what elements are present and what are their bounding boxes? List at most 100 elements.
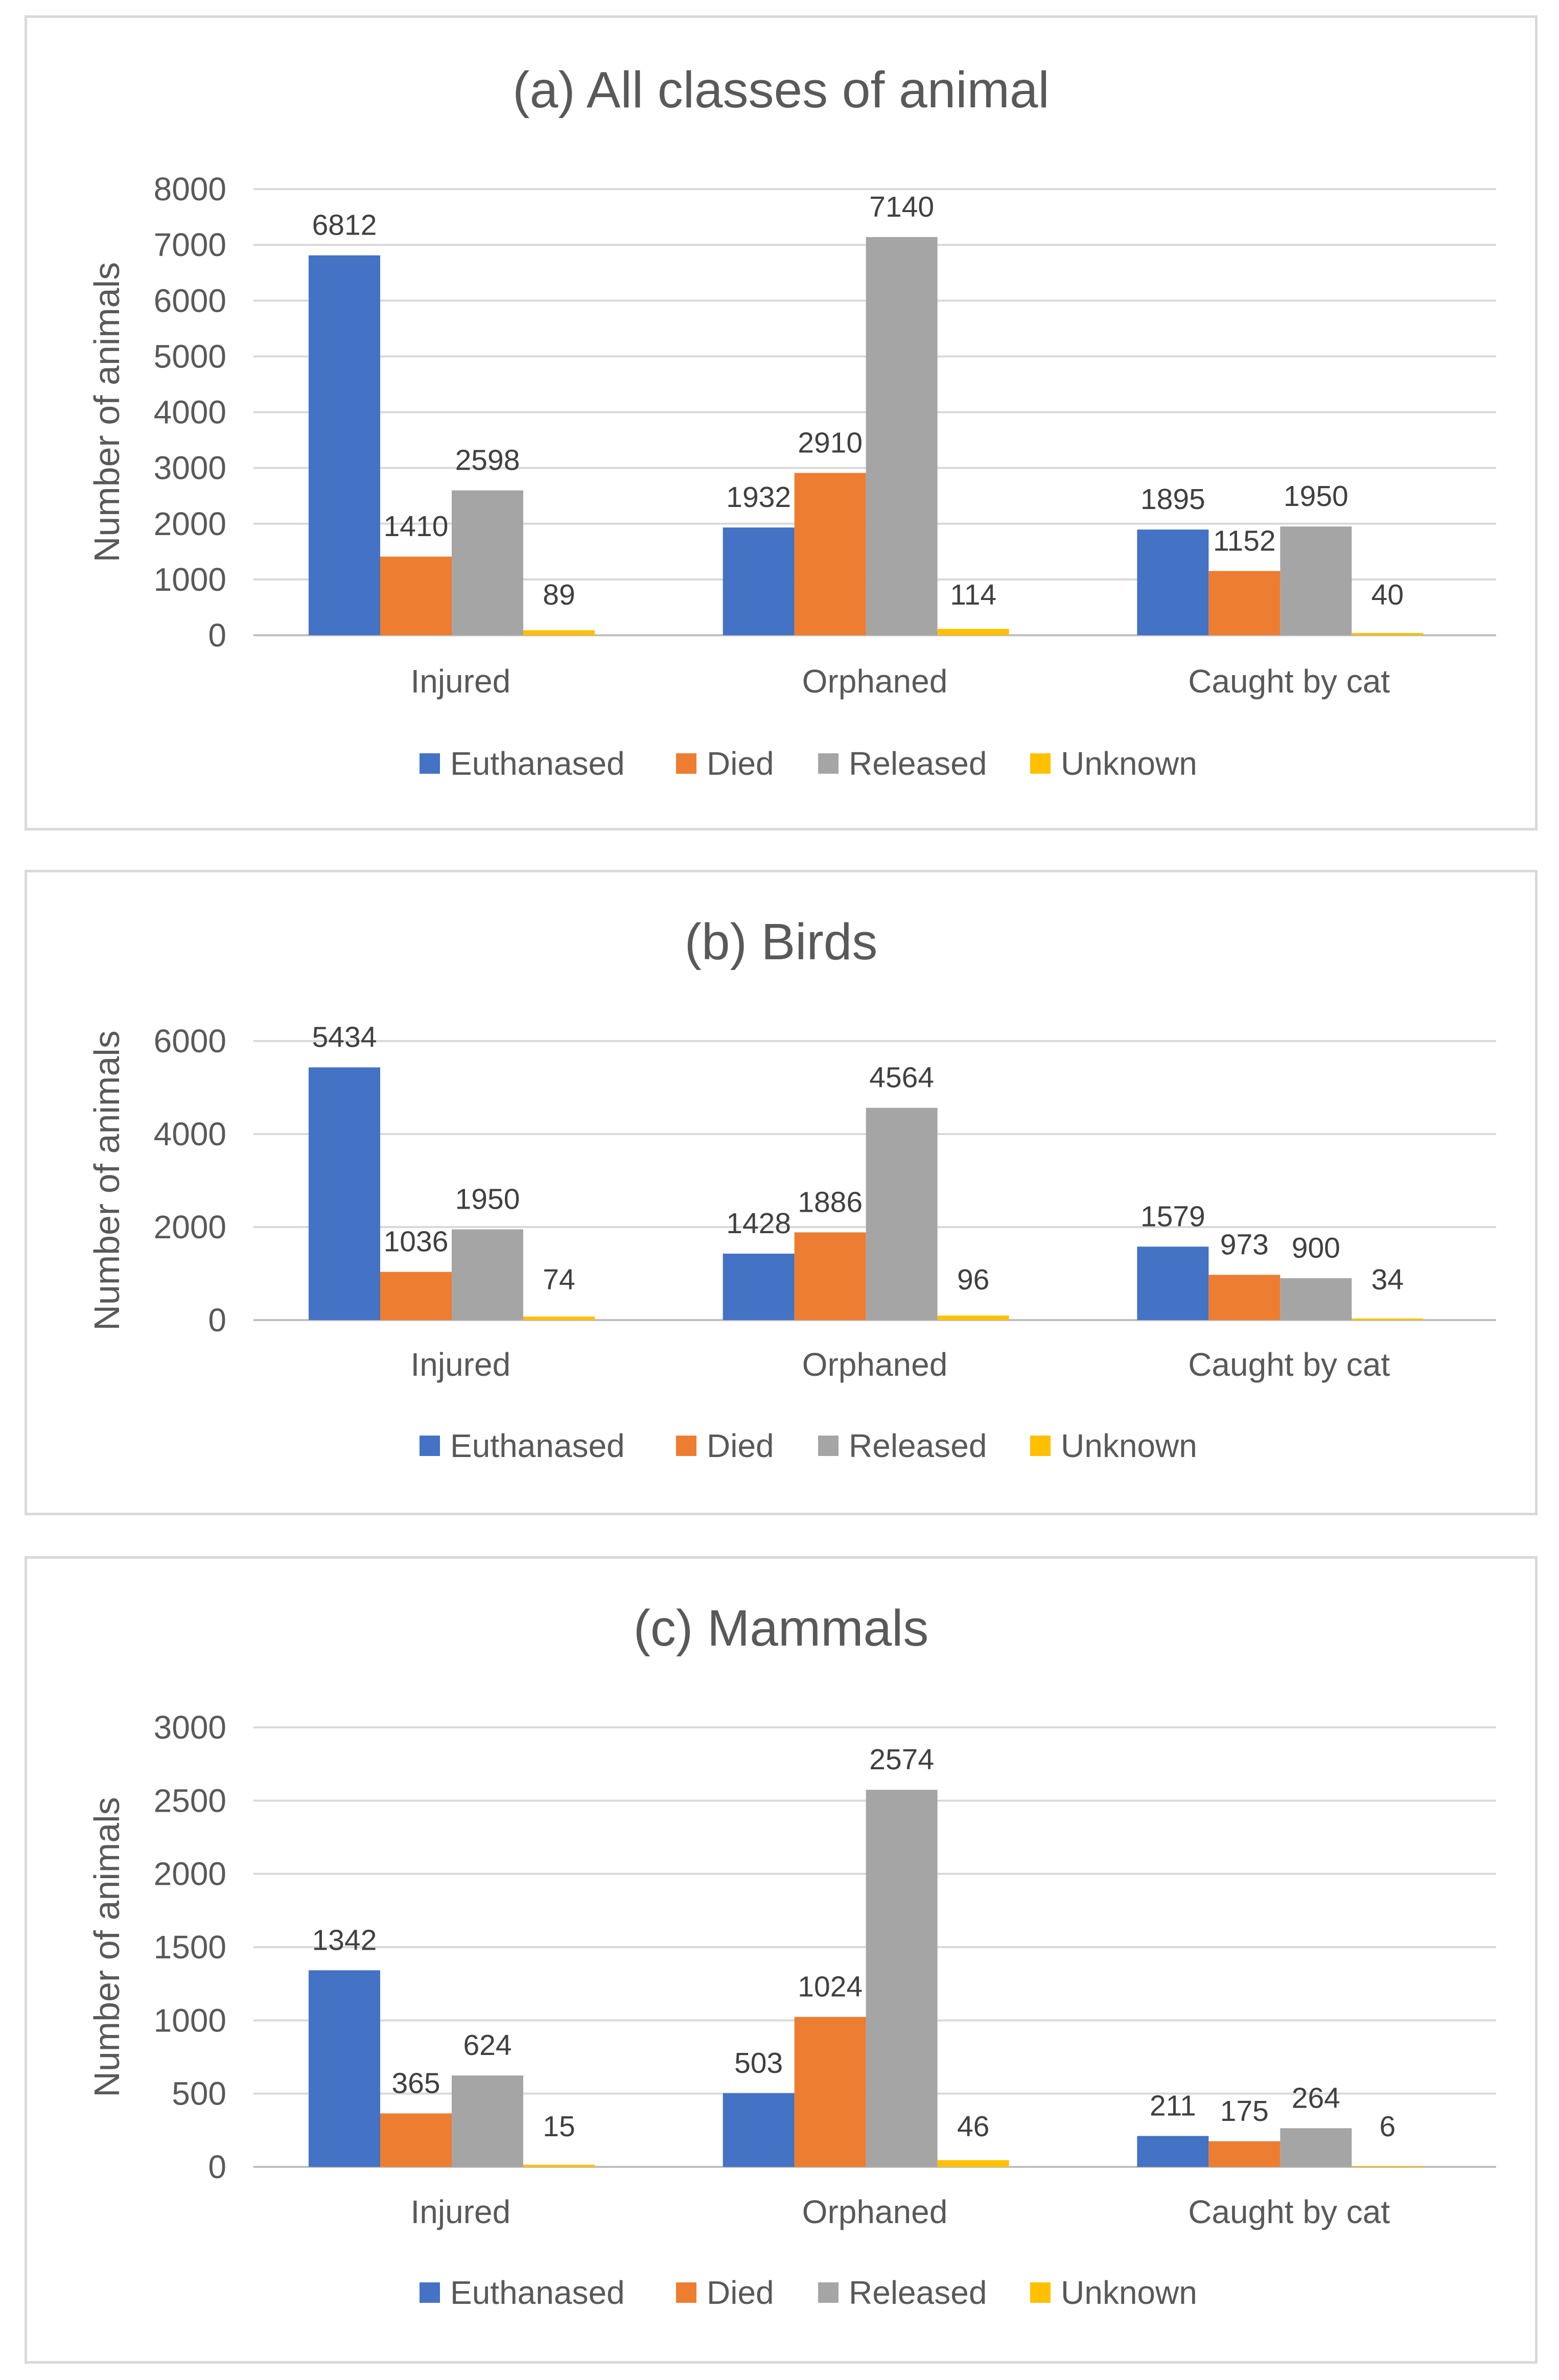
bar-released-injured [452,1229,523,1320]
y-tick-label: 7000 [154,226,226,263]
data-label: 2598 [455,444,520,476]
data-label: 4564 [869,1061,934,1094]
bar-euthanased-orphaned [723,2093,795,2167]
legend-swatch [676,2282,696,2303]
bar-unknown-injured [523,2164,595,2167]
bar-died-caught-by-cat [1208,571,1281,635]
y-tick-label: 1500 [154,1929,226,1966]
legend-label: Euthanased [450,1427,625,1464]
bar-euthanased-orphaned [723,527,795,635]
x-category-label: Injured [410,1346,510,1383]
data-label: 114 [950,579,996,611]
y-tick-label: 2000 [154,1856,226,1892]
y-tick-label: 1000 [154,561,226,598]
x-category-label: Injured [410,2193,510,2230]
bar-released-orphaned [866,237,938,635]
legend-label: Died [707,745,774,782]
data-label: 1579 [1141,1200,1205,1233]
data-label: 7140 [869,191,934,223]
bar-unknown-injured [523,1316,595,1320]
bar-unknown-caught-by-cat [1352,633,1424,635]
data-label: 175 [1220,2095,1269,2128]
legend-label: Unknown [1061,745,1197,782]
data-label: 40 [1371,579,1404,611]
y-tick-label: 8000 [154,171,226,207]
legend-label: Unknown [1061,1427,1197,1464]
legend-swatch [420,2282,440,2303]
data-label: 973 [1220,1228,1269,1261]
legend-label: Died [707,1427,774,1464]
chart-panel-birds: (b) Birds Number of animals 0 2000 4000 6000 5… [25,870,1538,1515]
y-tick-label: 3000 [154,1709,226,1746]
data-label: 96 [957,1263,989,1296]
data-label: 1950 [455,1183,520,1216]
data-label: 2574 [869,1743,934,1776]
bar-released-caught-by-cat [1280,2128,1352,2167]
y-axis-label: Number of animals [87,1797,127,2097]
data-label: 2910 [798,426,863,459]
bar-died-caught-by-cat [1208,1275,1281,1320]
bar-euthanased-injured [309,1067,380,1320]
legend-swatch [1030,753,1051,774]
bar-died-orphaned [794,2017,866,2167]
legend-label: Died [707,2274,774,2311]
chart-title: (c) Mammals [634,1600,929,1657]
data-label: 1932 [726,481,791,514]
legend-label: Released [849,2274,987,2311]
chart-svg: (a) All classes of animal Number of anima… [87,61,1496,782]
bar-euthanased-orphaned [723,1254,795,1320]
y-axis-label: Number of animals [87,262,127,562]
bar-unknown-orphaned [937,2160,1009,2167]
data-label: 15 [543,2110,575,2143]
data-label: 5434 [312,1021,377,1054]
data-label: 1950 [1284,480,1348,513]
data-label: 34 [1371,1263,1404,1296]
x-category-label: Caught by cat [1188,663,1390,700]
x-category-label: Orphaned [802,1346,948,1383]
data-label: 6 [1379,2110,1395,2143]
chart-title: (a) All classes of animal [513,61,1049,119]
bar-released-injured [452,2075,523,2167]
bar-released-orphaned [866,1790,938,2167]
y-tick-label: 6000 [154,282,226,319]
chart-svg: (b) Birds Number of animals 0 2000 4000 6000 5… [87,913,1496,1464]
data-label: 624 [463,2029,511,2062]
legend-swatch [420,1436,440,1456]
data-label: 1024 [798,1970,863,2003]
data-label: 1152 [1213,524,1276,557]
y-tick-label: 500 [172,2075,226,2112]
bar-died-caught-by-cat [1208,2141,1281,2167]
bar-euthanased-caught-by-cat [1137,1246,1209,1320]
bar-unknown-orphaned [937,1315,1009,1320]
data-label: 6812 [312,209,377,242]
bar-unknown-caught-by-cat [1352,1318,1424,1320]
chart-panel-mammals: (c) Mammals Number of animals 0 500 1000 1500… [25,1556,1538,2364]
data-label: 89 [543,579,575,611]
legend-label: Released [849,1427,987,1464]
x-category-label: Orphaned [802,2193,948,2230]
bar-unknown-orphaned [937,629,1009,635]
y-tick-label: 2000 [154,505,226,542]
y-tick-label: 3000 [154,450,226,487]
x-category-label: Caught by cat [1188,2193,1390,2230]
data-label: 211 [1150,2090,1196,2122]
data-label: 900 [1292,1232,1340,1264]
y-tick-label: 4000 [154,1116,226,1152]
bar-unknown-injured [523,630,595,635]
bar-unknown-caught-by-cat [1352,2166,1424,2167]
legend-swatch [818,1436,839,1456]
y-axis-label: Number of animals [87,1030,127,1330]
bar-euthanased-injured [309,1970,380,2167]
bar-released-caught-by-cat [1280,1278,1352,1320]
legend-swatch [676,753,696,774]
legend-swatch [1030,1436,1051,1456]
bar-euthanased-injured [309,255,380,635]
y-tick-label: 2500 [154,1782,226,1819]
bar-released-caught-by-cat [1280,526,1352,635]
data-label: 365 [391,2067,440,2099]
data-label: 1410 [384,510,449,543]
chart-title: (b) Birds [685,913,878,971]
legend-swatch [1030,2282,1051,2303]
y-tick-label: 1000 [154,2002,226,2039]
y-tick-label: 0 [208,617,226,654]
